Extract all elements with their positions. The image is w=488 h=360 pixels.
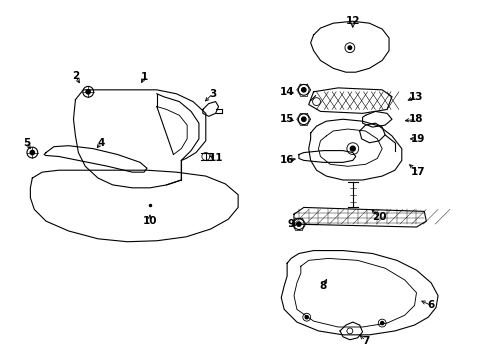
Circle shape	[305, 316, 307, 319]
Text: 17: 17	[410, 167, 425, 177]
Circle shape	[30, 150, 35, 155]
Text: 10: 10	[142, 216, 157, 226]
Text: 9: 9	[287, 219, 294, 229]
Text: 8: 8	[319, 281, 326, 291]
Text: 7: 7	[361, 336, 368, 346]
Text: 2: 2	[72, 71, 79, 81]
Circle shape	[349, 146, 354, 151]
Text: 19: 19	[410, 134, 425, 144]
Circle shape	[301, 88, 305, 92]
Text: 20: 20	[371, 212, 386, 222]
Text: 11: 11	[208, 153, 223, 163]
Text: 12: 12	[345, 16, 359, 26]
Text: 3: 3	[208, 89, 216, 99]
Text: 13: 13	[408, 92, 423, 102]
Text: 15: 15	[279, 114, 294, 124]
Text: 5: 5	[23, 138, 30, 148]
Circle shape	[380, 321, 383, 325]
Text: 18: 18	[408, 114, 423, 124]
Text: 1: 1	[140, 72, 147, 82]
Text: 4: 4	[97, 138, 104, 148]
Text: 16: 16	[279, 156, 294, 165]
Circle shape	[296, 222, 301, 226]
Circle shape	[86, 90, 90, 94]
Text: 14: 14	[279, 87, 294, 97]
Text: 6: 6	[427, 301, 434, 310]
Circle shape	[347, 46, 351, 49]
Circle shape	[301, 117, 305, 121]
